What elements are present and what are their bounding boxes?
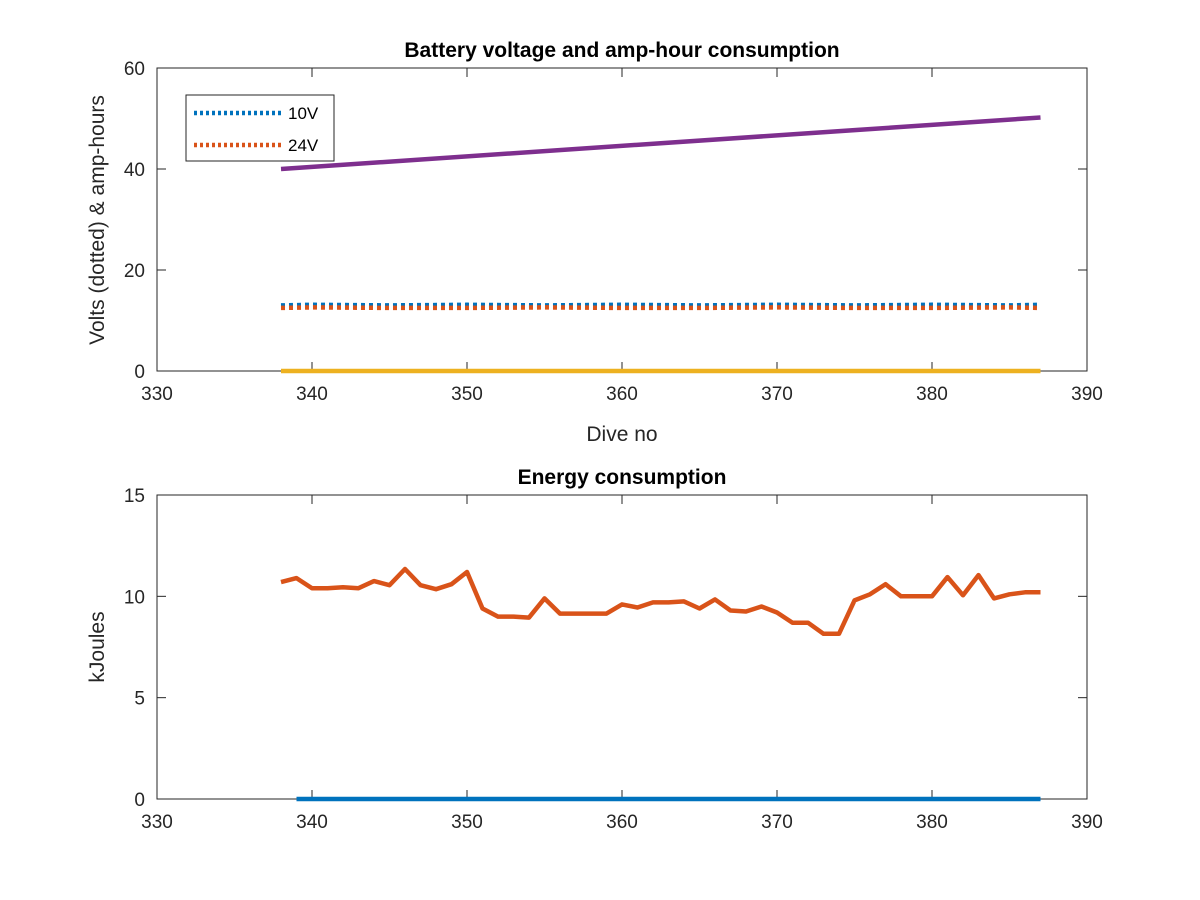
y-tick-label: 5 [134,689,145,710]
x-tick-label: 350 [451,812,483,833]
x-tick-label: 370 [761,812,793,833]
series-line-0-3 [280,115,1041,172]
bottom-plot-area [156,494,1088,800]
top-chart-title: Battery voltage and amp-hour consumption [404,39,839,62]
x-tick-label: 360 [606,384,638,405]
y-tick-label: 10 [124,587,145,608]
x-tick-label: 380 [916,812,948,833]
x-tick-label: 380 [916,384,948,405]
series-line-10v [280,302,1041,308]
top-subplot: 330 340 350 360 370 380 390 0 20 40 60 Battery vol… [86,39,1103,446]
bottom-series [280,566,1041,802]
top-y-axis-label: Volts (dotted) & amp-hours [86,95,109,345]
top-x-axis-label: Dive no [586,423,657,446]
y-tick-label: 0 [134,362,145,383]
bottom-y-axis-label: kJoules [86,611,109,682]
x-tick-label: 340 [296,384,328,405]
legend-label-24v: 24V [288,136,319,155]
x-tick-label: 360 [606,812,638,833]
legend-label-10v: 10V [288,104,319,123]
legend: 10V 24V [185,94,335,162]
top-ticks: 330 340 350 360 370 380 390 0 20 40 60 [124,59,1103,405]
x-tick-label: 330 [141,812,173,833]
y-tick-label: 60 [124,59,145,80]
bottom-subplot: 330 340 350 360 370 380 390 0 5 10 15 Energy consu… [86,466,1103,833]
top-series [280,115,1041,374]
x-tick-label: 370 [761,384,793,405]
bottom-chart-title: Energy consumption [518,466,727,489]
series-line-24v [280,305,1041,311]
y-tick-label: 0 [134,790,145,811]
y-tick-label: 15 [124,486,145,507]
y-tick-label: 40 [124,160,145,181]
x-tick-label: 350 [451,384,483,405]
series-line-1-1 [280,566,1041,637]
x-tick-label: 340 [296,812,328,833]
legend-box [185,94,335,162]
y-tick-label: 20 [124,261,145,282]
bottom-ticks: 330 340 350 360 370 380 390 0 5 10 15 [124,486,1103,833]
x-tick-label: 390 [1071,812,1103,833]
x-tick-label: 330 [141,384,173,405]
x-tick-label: 390 [1071,384,1103,405]
